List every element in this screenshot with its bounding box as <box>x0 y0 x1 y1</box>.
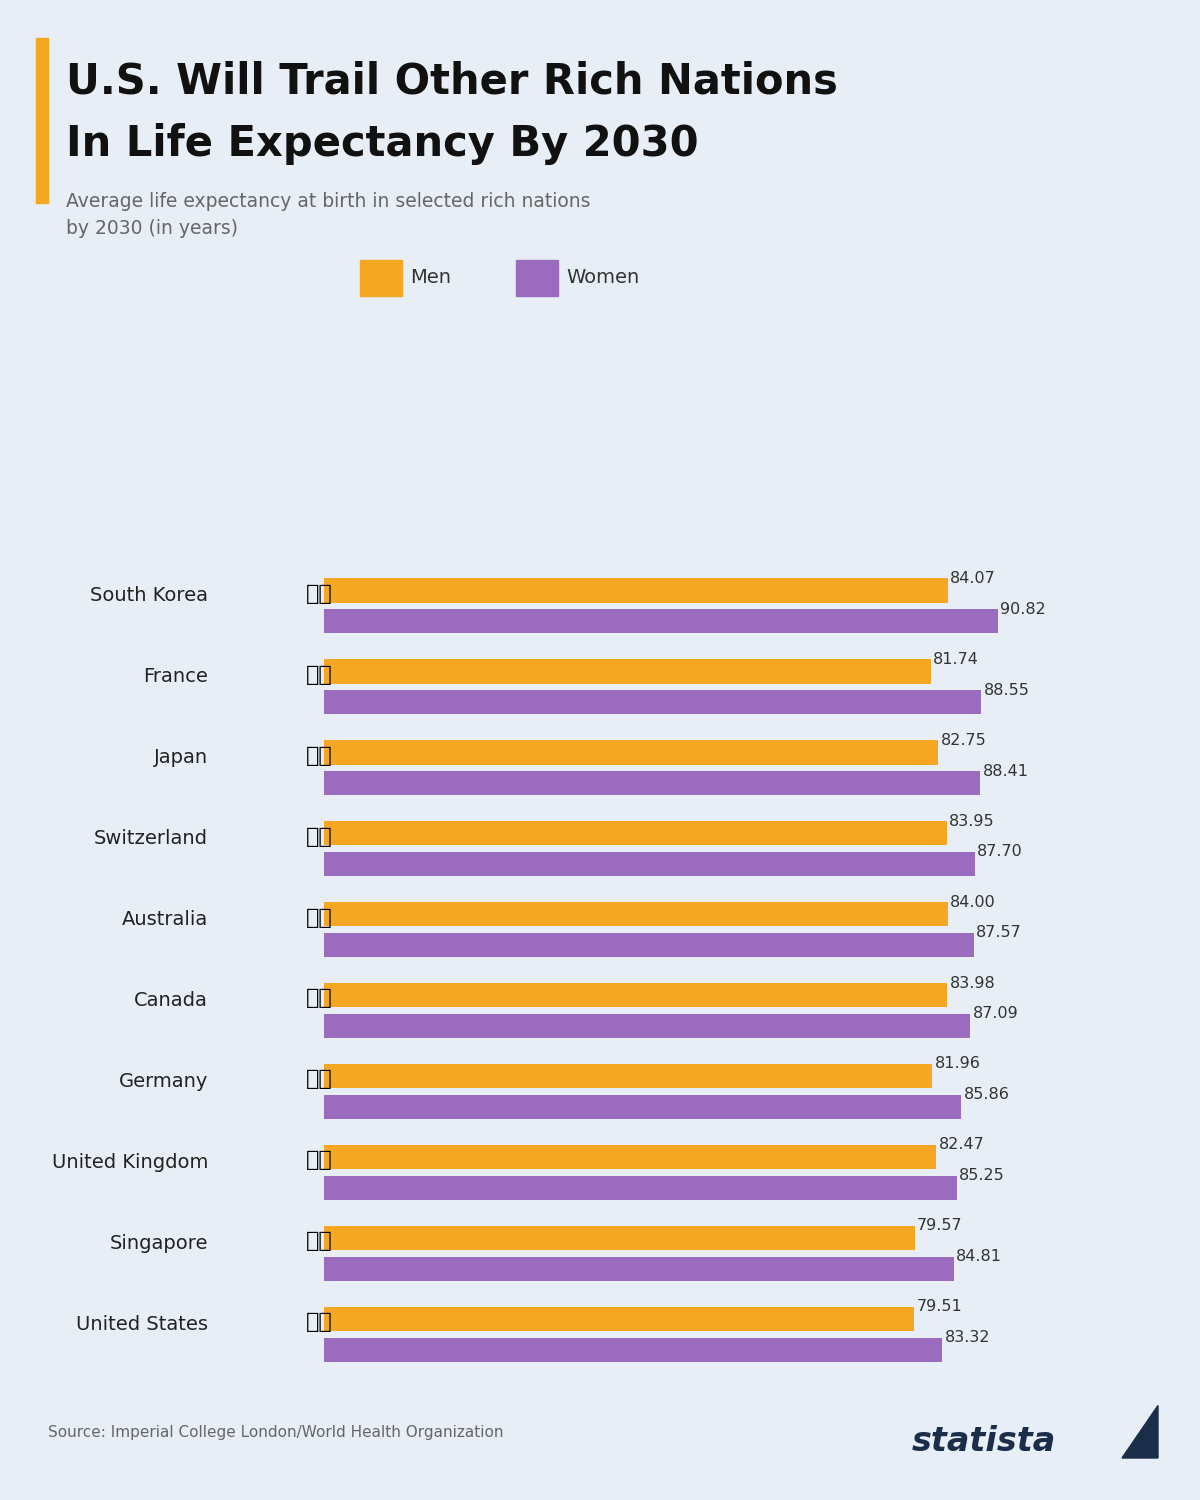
Bar <box>324 982 947 1008</box>
Bar <box>324 771 980 795</box>
Text: Men: Men <box>410 268 451 286</box>
Text: 81.96: 81.96 <box>935 1056 980 1071</box>
Text: 🇺🇸: 🇺🇸 <box>306 1312 332 1332</box>
Text: 90.82: 90.82 <box>1001 602 1046 616</box>
Text: 82.75: 82.75 <box>941 734 986 748</box>
Bar <box>324 1338 942 1362</box>
Text: 🇬🇧: 🇬🇧 <box>306 1150 332 1170</box>
Text: 79.57: 79.57 <box>917 1218 962 1233</box>
Text: statista: statista <box>912 1425 1056 1458</box>
Text: 83.98: 83.98 <box>949 975 995 990</box>
Text: 81.74: 81.74 <box>932 652 979 668</box>
Text: 🇰🇷: 🇰🇷 <box>306 584 332 604</box>
Bar <box>324 1306 914 1330</box>
Text: 88.55: 88.55 <box>984 682 1030 698</box>
Text: 83.95: 83.95 <box>949 813 995 828</box>
Text: 85.86: 85.86 <box>964 1088 1009 1102</box>
Text: Average life expectancy at birth in selected rich nations
by 2030 (in years): Average life expectancy at birth in sele… <box>66 192 590 237</box>
Text: U.S. Will Trail Other Rich Nations: U.S. Will Trail Other Rich Nations <box>66 60 838 102</box>
Bar <box>324 933 974 957</box>
Bar <box>324 821 947 846</box>
Text: In Life Expectancy By 2030: In Life Expectancy By 2030 <box>66 123 698 165</box>
Bar <box>324 660 931 684</box>
Bar <box>324 852 974 876</box>
Text: 79.51: 79.51 <box>917 1299 962 1314</box>
Text: 84.07: 84.07 <box>950 572 996 586</box>
Text: 84.00: 84.00 <box>949 894 996 909</box>
Bar <box>324 609 998 633</box>
Text: 🇸🇬: 🇸🇬 <box>306 1232 332 1251</box>
Bar <box>324 690 982 714</box>
Bar <box>324 1176 956 1200</box>
Text: 🇦🇺: 🇦🇺 <box>306 908 332 927</box>
Bar <box>324 1226 914 1250</box>
Text: 88.41: 88.41 <box>983 764 1028 778</box>
Bar <box>324 1257 954 1281</box>
Text: 🇫🇷: 🇫🇷 <box>306 664 332 684</box>
Text: 82.47: 82.47 <box>938 1137 984 1152</box>
Text: 🇨🇭: 🇨🇭 <box>306 827 332 846</box>
Bar <box>324 741 938 765</box>
Text: 🇯🇵: 🇯🇵 <box>306 746 332 765</box>
Bar <box>324 1095 961 1119</box>
Text: 87.57: 87.57 <box>977 926 1022 940</box>
Bar <box>324 902 948 927</box>
Text: 87.09: 87.09 <box>973 1007 1019 1022</box>
Text: 84.81: 84.81 <box>955 1250 1002 1264</box>
Text: 87.70: 87.70 <box>977 844 1022 859</box>
Bar <box>324 1014 971 1038</box>
Bar <box>324 1064 932 1089</box>
Text: 🇨🇦: 🇨🇦 <box>306 988 332 1008</box>
Text: 🇩🇪: 🇩🇪 <box>306 1070 332 1089</box>
Text: Women: Women <box>566 268 640 286</box>
Text: 83.32: 83.32 <box>944 1330 990 1346</box>
Text: 85.25: 85.25 <box>959 1168 1004 1184</box>
Bar <box>324 579 948 603</box>
Text: Source: Imperial College London/World Health Organization: Source: Imperial College London/World He… <box>48 1425 504 1440</box>
Bar <box>324 1144 936 1168</box>
